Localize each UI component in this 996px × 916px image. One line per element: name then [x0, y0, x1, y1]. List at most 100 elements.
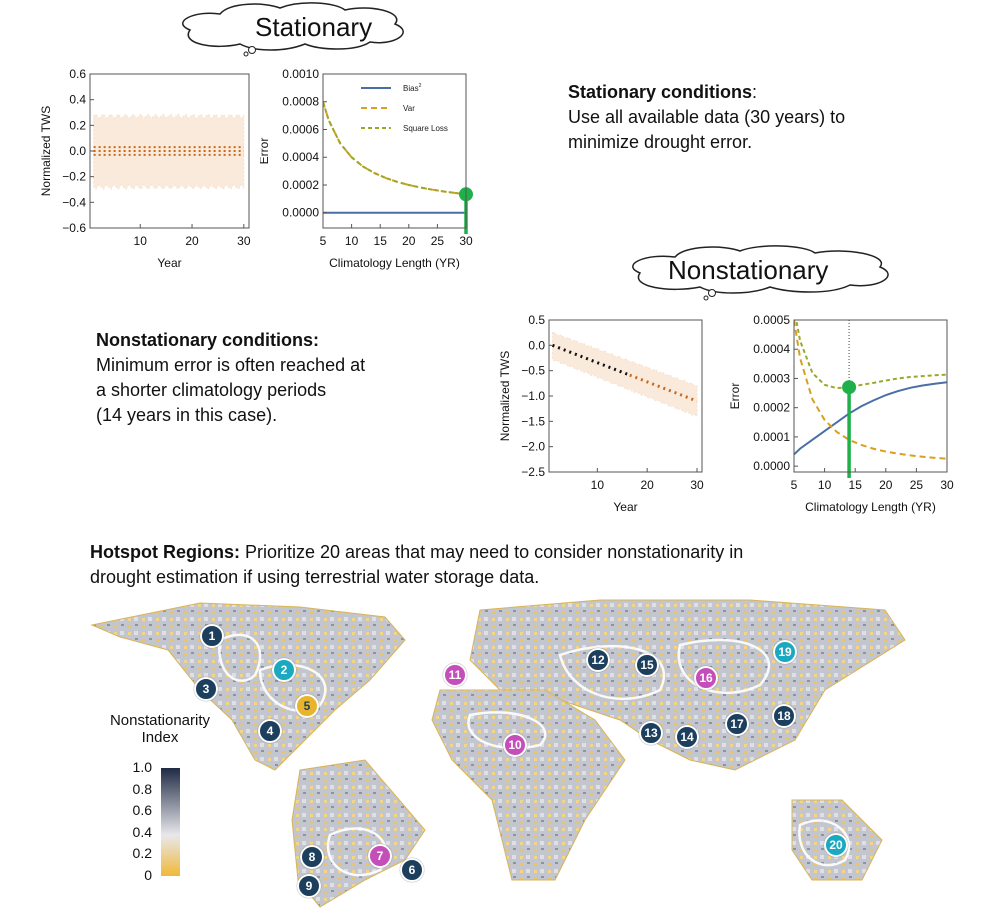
- y-tick-label: 0.0: [69, 144, 86, 158]
- series-var: [794, 320, 947, 460]
- x-tick-label: 10: [345, 234, 359, 248]
- y-tick-label: 0.0002: [753, 401, 790, 415]
- series-square-loss: [795, 320, 947, 390]
- y-tick-label: 0.6: [69, 67, 86, 81]
- nonstationary-line: Minimum error is often reached at: [96, 355, 366, 375]
- y-tick-label: 0.0004: [753, 342, 790, 356]
- series-bias2: [794, 381, 947, 456]
- hotspot-marker-19: 19: [773, 640, 797, 664]
- nonstationary-description: Nonstationary conditions: Minimum error …: [96, 328, 365, 428]
- africa: [431, 689, 626, 881]
- hotspot-marker-12: 12: [586, 648, 610, 672]
- hotspot-marker-9: 9: [297, 874, 321, 898]
- y-axis-label: Error: [260, 138, 271, 165]
- hotspot-outlines: [218, 633, 851, 877]
- hotspot-marker-1: 1: [200, 624, 224, 648]
- colorbar-tick-label: 0.8: [132, 780, 152, 797]
- x-tick-label: 25: [910, 478, 924, 492]
- x-tick-label: 10: [591, 478, 605, 492]
- y-tick-label: 0.0: [528, 338, 545, 352]
- legend-label: Var: [403, 104, 415, 113]
- plot-area: [93, 113, 245, 190]
- colorbar-tick-label: 1.0: [132, 759, 152, 775]
- hotspot-marker-11: 11: [443, 663, 467, 687]
- hotspot-marker-10: 10: [503, 733, 527, 757]
- hotspot-line: drought estimation if using terrestrial …: [90, 567, 540, 587]
- hotspot-marker-8: 8: [300, 845, 324, 869]
- y-axis-label: Normalized TWS: [498, 351, 512, 441]
- y-tick-label: −2.0: [521, 440, 545, 454]
- x-axis-label: Year: [613, 500, 637, 514]
- colorbar-title-line: Index: [141, 729, 179, 746]
- x-tick-label: 20: [879, 478, 893, 492]
- optimum-point: [842, 380, 857, 395]
- x-tick-label: 30: [459, 234, 473, 248]
- plot-frame: [793, 319, 948, 473]
- x-tick-label: 10: [818, 478, 832, 492]
- y-tick-label: 0.0008: [282, 95, 319, 109]
- x-axis-label: Climatology Length (YR): [805, 500, 936, 514]
- plot-frame: [322, 73, 467, 229]
- hotspot-heading: Hotspot Regions:: [90, 542, 240, 562]
- chart-nonstationary-tws: 0.5 0.0 −0.5 −1.0 −1.5 −2.0 −2.5 10 20 30 Year Norm…: [498, 313, 704, 514]
- mean-line-future: [629, 373, 698, 403]
- series-square-loss: [323, 101, 466, 196]
- y-tick-label: −0.5: [521, 364, 545, 378]
- legend-label: Bias2: [403, 83, 422, 93]
- hotspot-description: Hotspot Regions: Prioritize 20 areas tha…: [90, 540, 743, 590]
- uncertainty-band: [551, 332, 698, 418]
- plot-area: [794, 320, 947, 472]
- y-tick-label: −2.5: [521, 465, 545, 479]
- nonstationary-cloud: [632, 245, 889, 301]
- nonstationary-line: (14 years in this case).: [96, 405, 278, 425]
- y-tick-label: −0.6: [62, 221, 86, 235]
- y-tick-label: −1.0: [521, 389, 545, 403]
- y-axis-label: Normalized TWS: [39, 106, 53, 196]
- y-tick-label: 0.5: [528, 313, 545, 327]
- stationary-cloud-label: Stationary: [255, 12, 373, 42]
- nonstationary-heading: Nonstationary conditions:: [96, 330, 320, 350]
- mean-line-history: [551, 343, 631, 377]
- legend-label: Square Loss: [403, 124, 448, 133]
- hotspot-marker-14: 14: [675, 725, 699, 749]
- hotspot-line: Prioritize 20 areas that may need to con…: [240, 542, 744, 562]
- y-tick-label: −0.2: [62, 170, 86, 184]
- chart-stationary-error: Bias2 Var Square Loss 0.0010 0.0008 0.0006 0.0…: [260, 67, 473, 270]
- world-map: [90, 599, 906, 908]
- plot-area: [551, 332, 698, 418]
- hotspot-marker-5: 5: [295, 694, 319, 718]
- colorbar-tick-label: 0: [144, 867, 152, 883]
- y-axis-label: Error: [728, 383, 742, 410]
- x-tick-label: 15: [374, 234, 388, 248]
- x-tick-label: 20: [402, 234, 416, 248]
- y-tick-label: 0.0001: [753, 430, 790, 444]
- stationary-heading: Stationary conditions: [568, 82, 753, 102]
- hotspot-marker-18: 18: [772, 704, 796, 728]
- hotspot-marker-3: 3: [194, 677, 218, 701]
- y-tick-label: 0.0006: [282, 122, 319, 136]
- colorbar-tick-label: 0.6: [132, 802, 152, 819]
- stationary-description: Stationary conditions: Use all available…: [568, 80, 845, 155]
- hotspot-marker-20: 20: [824, 833, 848, 857]
- colorbar-title: Nonstationarity Index: [100, 712, 220, 746]
- x-tick-label: 5: [791, 478, 798, 492]
- y-tick-label: −0.4: [62, 195, 86, 209]
- x-tick-label: 20: [640, 478, 654, 492]
- x-tick-label: 25: [431, 234, 445, 248]
- hotspot-marker-15: 15: [635, 653, 659, 677]
- north-america: [90, 602, 406, 771]
- colorbar: [161, 768, 180, 876]
- y-tick-label: 0.4: [69, 93, 86, 107]
- stationary-line: Use all available data (30 years) to: [568, 107, 846, 127]
- hotspot-marker-7: 7: [368, 844, 392, 868]
- colorbar-tick-label: 0.4: [132, 823, 152, 840]
- y-tick-label: 0.0000: [282, 206, 319, 220]
- x-tick-label: 10: [134, 234, 148, 248]
- y-tick-label: 0.2: [69, 118, 86, 132]
- series-var: [323, 101, 466, 196]
- hotspot-marker-16: 16: [694, 666, 718, 690]
- y-tick-label: 0.0002: [282, 178, 319, 192]
- hotspot-marker-13: 13: [639, 721, 663, 745]
